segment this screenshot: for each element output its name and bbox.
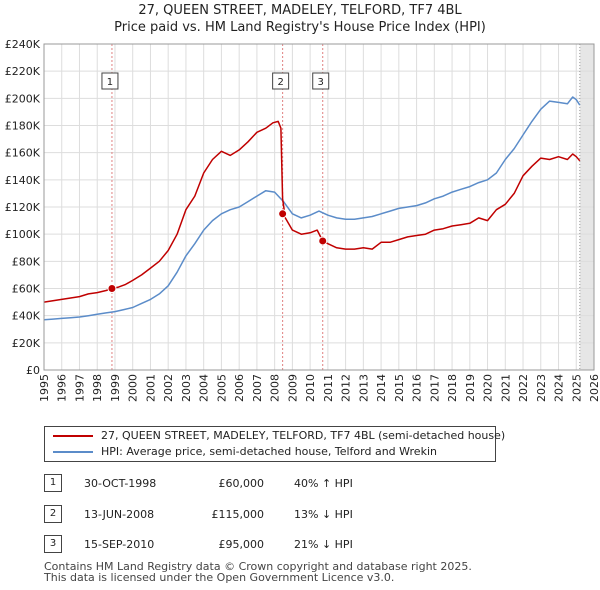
y-tick-label: £20K bbox=[12, 337, 41, 350]
x-tick-label: 2020 bbox=[482, 374, 495, 402]
legend-item-property: 27, QUEEN STREET, MADELEY, TELFORD, TF7 … bbox=[53, 428, 505, 444]
y-tick-label: £100K bbox=[5, 228, 41, 241]
y-tick-label: £140K bbox=[5, 174, 41, 187]
x-tick-label: 1999 bbox=[109, 374, 122, 402]
x-tick-label: 2004 bbox=[198, 374, 211, 402]
transaction-hpi: 21% ↓ HPI bbox=[294, 538, 353, 551]
sale-label-box bbox=[101, 72, 119, 90]
y-tick-label: £240K bbox=[5, 38, 41, 51]
transaction-hpi: 13% ↓ HPI bbox=[294, 508, 353, 521]
x-tick-label: 2009 bbox=[286, 374, 299, 402]
transaction-row: 2 13-JUN-2008 £115,000 13% ↓ HPI bbox=[44, 505, 564, 525]
transaction-number: 3 bbox=[44, 535, 62, 553]
x-tick-label: 2019 bbox=[464, 374, 477, 402]
x-tick-label: 2017 bbox=[428, 374, 441, 402]
sale-markers bbox=[111, 44, 581, 370]
transaction-price: £95,000 bbox=[218, 538, 265, 551]
transaction-price: £115,000 bbox=[211, 508, 265, 521]
x-tick-label: 2013 bbox=[357, 374, 370, 402]
chart-subtitle: Price paid vs. HM Land Registry's House … bbox=[114, 20, 486, 35]
x-tick-label: 2021 bbox=[499, 374, 512, 402]
y-tick-label: £80K bbox=[12, 255, 41, 268]
y-tick-label: £160K bbox=[5, 147, 41, 160]
y-tick-label: £120K bbox=[5, 201, 41, 214]
transaction-date: 30-OCT-1998 bbox=[84, 477, 157, 490]
sale-label-box bbox=[312, 72, 330, 90]
x-tick-label: 2018 bbox=[446, 374, 459, 402]
legend-swatch-property bbox=[53, 435, 93, 437]
footer-copyright: Contains HM Land Registry data © Crown c… bbox=[44, 560, 472, 573]
x-tick-label: 2005 bbox=[215, 374, 228, 402]
sale-point bbox=[278, 209, 288, 219]
sale-label-box bbox=[272, 72, 290, 90]
transaction-price: £60,000 bbox=[218, 477, 265, 490]
sale-point bbox=[318, 236, 328, 246]
x-tick-label: 2016 bbox=[411, 374, 424, 402]
property-price-line bbox=[43, 120, 581, 303]
x-tick-label: 1997 bbox=[73, 374, 86, 402]
transaction-date: 15-SEP-2010 bbox=[84, 538, 155, 551]
x-tick-label: 2011 bbox=[322, 374, 335, 402]
x-tick-label: 1996 bbox=[56, 374, 69, 402]
legend-label-hpi: HPI: Average price, semi-detached house,… bbox=[101, 445, 437, 458]
transaction-hpi: 40% ↑ HPI bbox=[294, 477, 353, 490]
sale-points bbox=[107, 209, 328, 293]
y-tick-label: £200K bbox=[5, 92, 41, 105]
transaction-row: 1 30-OCT-1998 £60,000 40% ↑ HPI bbox=[44, 474, 564, 494]
x-tick-label: 1995 bbox=[38, 374, 51, 402]
price-chart: £0 £20K £40K £60K £80K £100K £120K £140K £160K £1… bbox=[5, 38, 600, 402]
x-tick-label: 2012 bbox=[340, 374, 353, 402]
x-tick-label: 2000 bbox=[127, 374, 140, 402]
x-tick-label: 2024 bbox=[553, 374, 566, 402]
x-tick-label: 2014 bbox=[375, 374, 388, 402]
y-axis: £0 £20K £40K £60K £80K £100K £120K £140K £160K £1… bbox=[5, 38, 41, 377]
x-tick-label: 2025 bbox=[570, 374, 583, 402]
y-tick-label: £40K bbox=[12, 310, 41, 323]
x-tick-label: 2023 bbox=[535, 374, 548, 402]
x-tick-label: 1998 bbox=[91, 374, 104, 402]
x-tick-label: 2026 bbox=[588, 374, 600, 402]
x-tick-label: 2007 bbox=[251, 374, 264, 402]
chart-title: 27, QUEEN STREET, MADELEY, TELFORD, TF7 … bbox=[138, 3, 462, 18]
y-tick-label: £220K bbox=[5, 65, 41, 78]
legend-swatch-hpi bbox=[53, 451, 93, 453]
transaction-date: 13-JUN-2008 bbox=[84, 508, 155, 521]
x-tick-label: 2022 bbox=[517, 374, 530, 402]
x-tick-label: 2010 bbox=[304, 374, 317, 402]
x-tick-label: 2008 bbox=[269, 374, 282, 402]
series-lines bbox=[43, 96, 581, 321]
y-tick-label: £180K bbox=[5, 120, 41, 133]
x-tick-label: 2006 bbox=[233, 374, 246, 402]
transaction-row: 3 15-SEP-2010 £95,000 21% ↓ HPI bbox=[44, 535, 564, 555]
sale-label-text: 2 bbox=[277, 77, 283, 88]
transaction-number: 1 bbox=[44, 474, 62, 492]
legend-label-property: 27, QUEEN STREET, MADELEY, TELFORD, TF7 … bbox=[101, 429, 506, 442]
x-tick-label: 2015 bbox=[393, 374, 406, 402]
footer-licence: This data is licensed under the Open Gov… bbox=[44, 571, 395, 584]
hpi-line bbox=[43, 96, 581, 321]
legend-item-hpi: HPI: Average price, semi-detached house,… bbox=[53, 444, 437, 460]
sale-point bbox=[107, 284, 117, 293]
sale-label-text: 1 bbox=[107, 77, 113, 88]
x-tick-label: 2002 bbox=[162, 374, 175, 402]
transaction-number: 2 bbox=[44, 505, 62, 523]
x-tick-label: 2003 bbox=[180, 374, 193, 402]
x-axis: 1995 1996 1997 1998 1999 2000 2001 2002 2003 2004… bbox=[38, 374, 600, 402]
sale-labels: 1 2 3 bbox=[101, 72, 330, 90]
y-tick-label: £60K bbox=[12, 283, 41, 296]
y-tick-label: £0 bbox=[26, 364, 40, 377]
x-tick-label: 2001 bbox=[144, 374, 157, 402]
plot-border bbox=[43, 43, 595, 371]
sale-label-text: 3 bbox=[318, 77, 324, 88]
legend: 27, QUEEN STREET, MADELEY, TELFORD, TF7 … bbox=[44, 426, 505, 462]
